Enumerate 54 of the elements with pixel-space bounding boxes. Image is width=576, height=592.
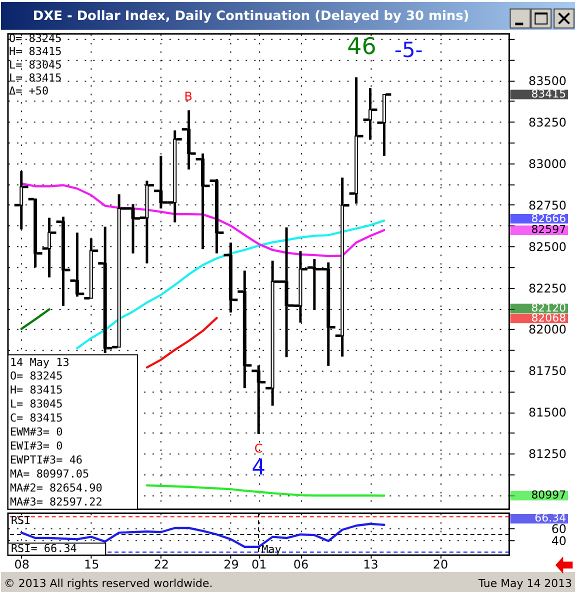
- annotation: EWM#3= 0: [10, 426, 63, 439]
- x-tick-label: 20: [432, 558, 448, 572]
- annotation: RSI= 66.34: [10, 542, 78, 556]
- text: 83415: [531, 88, 566, 100]
- text: 82666: [531, 212, 566, 225]
- y-tick-label: 82000: [528, 322, 567, 337]
- annotation: L= 83415: [8, 72, 62, 85]
- x-tick-label: 01: [252, 558, 267, 572]
- chart-title: RSI: [10, 514, 31, 528]
- annotation: MA= 80997.05: [10, 467, 90, 480]
- line-series: [146, 484, 386, 497]
- annotation: MA#3= 82597.22: [10, 495, 102, 508]
- annotation: EWI#3= 0: [10, 439, 63, 452]
- text: 82597: [531, 223, 566, 236]
- line-series: [146, 316, 218, 369]
- annotation: B: [184, 90, 192, 104]
- annotation: Δ= +50: [8, 84, 49, 98]
- x-tick-label: 06: [293, 558, 309, 572]
- x-tick-label: 29: [224, 558, 239, 572]
- annotation: 4: [252, 455, 266, 480]
- annotation: 14 May 13: [10, 356, 70, 369]
- x-tick-label: 22: [154, 558, 170, 572]
- y-tick-label: 83000: [528, 156, 567, 171]
- annotation: L= 83045: [10, 398, 63, 411]
- y-tick-label: 83250: [528, 115, 567, 130]
- chart-title: DXE - Dollar Index, Daily Continuation (Delayed by 30 mins): [32, 8, 470, 24]
- text: Tue May 14 2013: [477, 577, 572, 590]
- annotation: EWPTI#3= 46: [10, 453, 83, 466]
- y-tick-label: 82750: [528, 198, 567, 212]
- y-tick-label: 40: [551, 534, 567, 548]
- line-series: [20, 182, 386, 258]
- annotation: L= 83045: [8, 58, 62, 72]
- x-tick-label: 15: [84, 558, 100, 572]
- annotation: C= 83415: [10, 412, 63, 425]
- y-tick-label: 83500: [528, 74, 567, 88]
- annotation: H= 83415: [10, 384, 63, 397]
- x-tick-label: 08: [14, 558, 30, 572]
- y-tick-label: 81250: [528, 447, 567, 462]
- y-tick-label: 60: [551, 522, 567, 536]
- annotation: H= 83415: [8, 45, 62, 58]
- annotation: 46: [347, 34, 376, 60]
- text: © 2013 All rights reserved worldwide.: [4, 577, 213, 590]
- y-tick-label: 82250: [528, 281, 567, 296]
- y-tick-label: 81750: [528, 364, 567, 378]
- annotation: -5-: [394, 38, 423, 62]
- annotation: May: [262, 543, 282, 556]
- annotation: C: [254, 441, 263, 456]
- y-tick-label: 81500: [528, 406, 567, 420]
- y-tick-label: 82500: [528, 240, 567, 254]
- annotation: MA#2= 82654.90: [10, 481, 102, 494]
- annotation: O= 83245: [10, 370, 63, 383]
- line-series: [76, 219, 386, 350]
- x-tick-label: 13: [363, 558, 378, 572]
- text: 80997: [531, 488, 566, 502]
